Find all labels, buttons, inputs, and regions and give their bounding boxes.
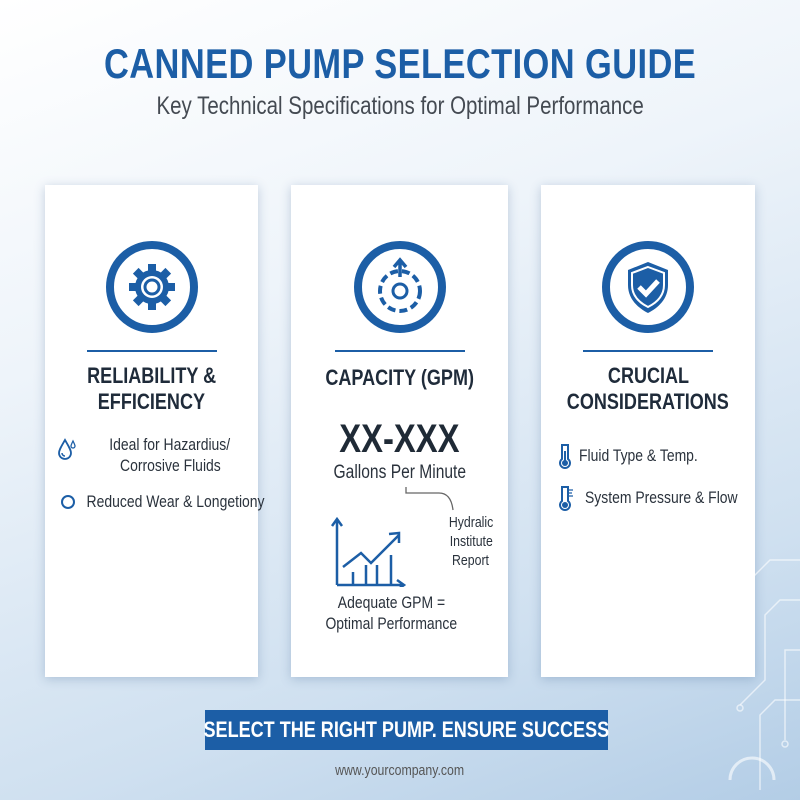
divider bbox=[86, 350, 217, 352]
water-drop-icon bbox=[58, 438, 76, 460]
shield-check-icon bbox=[602, 241, 694, 333]
company-website[interactable]: www.yourcompany.com bbox=[335, 762, 465, 779]
pump-flow-icon bbox=[353, 241, 446, 333]
card-heading: CAPACITY (GPM) bbox=[325, 365, 474, 390]
capacity-caption: Adequate GPM = Optimal Performance bbox=[325, 593, 458, 633]
card-considerations: CRUCIAL CONSIDERATIONS Fluid Type & Temp… bbox=[541, 185, 755, 677]
card-reliability: RELIABILITY & EFFICIENCY Ideal for Hazar… bbox=[45, 185, 265, 677]
thermometer-icon bbox=[559, 444, 571, 469]
card-heading: RELIABILITY & EFFICIENCY bbox=[87, 363, 216, 414]
call-to-action-banner: SELECT THE RIGHT PUMP. ENSURE SUCCESS bbox=[204, 710, 609, 750]
feature-reduced-wear: Reduced Wear & Longetiony bbox=[86, 492, 265, 511]
capacity-value: XX-XXX bbox=[339, 417, 460, 461]
circle-icon bbox=[61, 495, 75, 509]
feature-hazardous-fluids: Ideal for Hazardius/ Corrosive Fluids bbox=[109, 435, 231, 475]
callout-connector bbox=[405, 487, 454, 511]
circuit-decoration bbox=[728, 559, 800, 790]
card-heading: CRUCIAL CONSIDERATIONS bbox=[566, 363, 730, 414]
gear-icon bbox=[105, 241, 198, 333]
divider bbox=[334, 350, 465, 352]
page-subtitle: Key Technical Specifications for Optimal… bbox=[156, 92, 644, 120]
consideration-system-pressure: System Pressure & Flow bbox=[585, 488, 738, 507]
card-capacity: CAPACITY (GPM) XX-XXX Gallons Per Minute… bbox=[291, 185, 508, 677]
capacity-unit: Gallons Per Minute bbox=[333, 462, 466, 483]
thermometer-gauge-icon bbox=[559, 486, 573, 511]
growth-chart-icon bbox=[330, 516, 407, 587]
page-title: CANNED PUMP SELECTION GUIDE bbox=[103, 40, 697, 87]
callout-hydraulic-institute: Hydralic Institute Report bbox=[448, 514, 494, 569]
consideration-fluid-type: Fluid Type & Temp. bbox=[579, 446, 698, 465]
divider bbox=[583, 350, 713, 352]
